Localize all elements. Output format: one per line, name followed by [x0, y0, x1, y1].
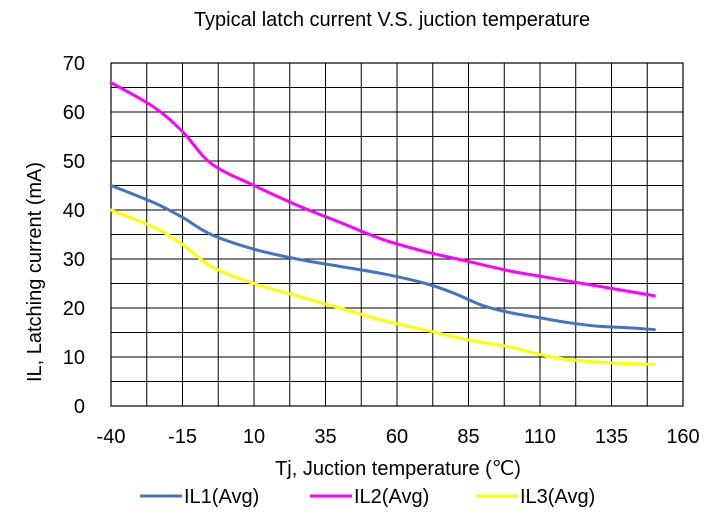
y-tick-label: 60	[63, 102, 85, 124]
y-tick-label: 70	[63, 53, 85, 75]
x-axis-label: Tj, Juction temperature (℃)	[275, 458, 521, 480]
series-lines	[109, 81, 656, 366]
x-tick-label: 110	[524, 426, 556, 448]
x-tick-label: 135	[595, 426, 628, 448]
y-tick-label: 40	[63, 200, 85, 222]
chart-title: Typical latch current V.S. juction tempe…	[194, 9, 590, 31]
y-tick-label: 0	[74, 396, 85, 418]
x-tick-label: 160	[666, 426, 699, 448]
y-tick-labels: 0 10 20 30 40 50 60 70	[63, 53, 85, 418]
legend-label: IL2(Avg)	[354, 486, 429, 508]
x-tick-label: 10	[243, 426, 265, 448]
plot-frame	[110, 62, 684, 407]
legend: IL1(Avg) IL2(Avg) IL3(Avg)	[140, 486, 595, 508]
series-line-il3-avg	[109, 208, 656, 366]
x-tick-label: 85	[457, 426, 479, 448]
plot-area-border	[110, 62, 684, 407]
series-line-il2-avg	[109, 81, 656, 298]
x-tick-label: 35	[314, 426, 336, 448]
x-tick-label: 60	[386, 426, 408, 448]
legend-label: IL1(Avg)	[184, 486, 259, 508]
y-axis-label: IL, Latching current (mA)	[24, 162, 46, 382]
x-tick-labels: -40 -15 10 35 60 85 110 135 160	[97, 426, 700, 448]
x-tick-label: -40	[97, 426, 126, 448]
grid	[111, 63, 683, 406]
series-line-il1-avg	[109, 184, 656, 332]
y-tick-label: 30	[63, 249, 85, 271]
y-tick-label: 50	[63, 151, 85, 173]
y-tick-label: 10	[63, 347, 85, 369]
x-tick-label: -15	[168, 426, 197, 448]
y-tick-label: 20	[63, 298, 85, 320]
legend-label: IL3(Avg)	[520, 486, 595, 508]
